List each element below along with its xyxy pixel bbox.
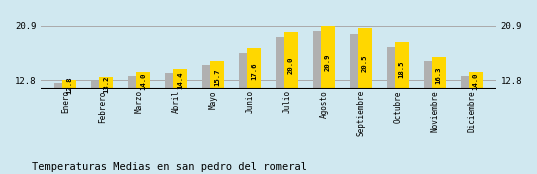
Bar	[358, 28, 372, 89]
Bar	[165, 73, 179, 89]
Text: 12.8: 12.8	[66, 76, 72, 94]
Bar	[350, 34, 364, 89]
Bar	[54, 84, 68, 89]
Bar	[432, 57, 446, 89]
Bar	[128, 76, 142, 89]
Bar	[247, 48, 261, 89]
Bar	[239, 53, 253, 89]
Bar	[284, 32, 298, 89]
Bar	[469, 72, 483, 89]
Text: 20.5: 20.5	[362, 55, 368, 72]
Bar	[321, 26, 335, 89]
Bar	[136, 72, 150, 89]
Text: Temperaturas Medias en san pedro del romeral: Temperaturas Medias en san pedro del rom…	[32, 162, 307, 172]
Text: 20.0: 20.0	[288, 56, 294, 74]
Bar	[313, 31, 327, 89]
Bar	[461, 76, 475, 89]
Bar	[99, 77, 113, 89]
Text: 17.6: 17.6	[251, 63, 257, 80]
Text: 14.0: 14.0	[140, 73, 146, 90]
Bar	[387, 47, 401, 89]
Bar	[424, 61, 438, 89]
Bar	[91, 81, 105, 89]
Text: 14.4: 14.4	[177, 72, 183, 89]
Bar	[210, 61, 224, 89]
Text: 16.3: 16.3	[436, 66, 441, 84]
Text: 20.9: 20.9	[325, 54, 331, 71]
Bar	[173, 69, 187, 89]
Text: 18.5: 18.5	[398, 60, 405, 78]
Bar	[202, 65, 216, 89]
Text: 15.7: 15.7	[214, 68, 220, 86]
Bar	[62, 80, 76, 89]
Bar	[395, 42, 409, 89]
Text: 14.0: 14.0	[473, 73, 478, 90]
Text: 13.2: 13.2	[103, 75, 109, 93]
Bar	[276, 37, 290, 89]
